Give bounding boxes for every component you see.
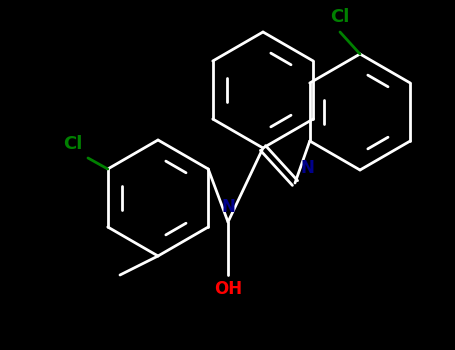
Text: N: N bbox=[300, 159, 314, 177]
Text: OH: OH bbox=[214, 280, 242, 298]
Text: Cl: Cl bbox=[330, 8, 350, 26]
Text: N: N bbox=[221, 198, 235, 216]
Text: Cl: Cl bbox=[64, 135, 83, 153]
